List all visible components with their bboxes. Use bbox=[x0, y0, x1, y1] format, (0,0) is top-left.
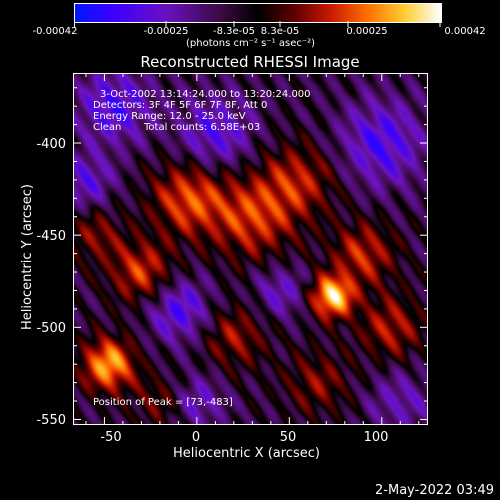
colorbar-label: -0.00042 bbox=[32, 26, 78, 37]
annotation-counts: Total counts: 6.58E+03 bbox=[144, 122, 261, 133]
colorbar-units: (photons cm⁻² s⁻¹ asec⁻²) bbox=[186, 38, 316, 49]
colorbar-label: -0.00025 bbox=[143, 26, 189, 37]
annotation-energy: Energy Range: 12.0 - 25.0 keV bbox=[93, 111, 246, 122]
plot-area: 3-Oct-2002 13:14:24.000 to 13:20:24.000 … bbox=[73, 73, 428, 425]
y-tick-label: -550 bbox=[36, 413, 66, 428]
heatmap-image bbox=[73, 73, 428, 425]
annotation-time: 3-Oct-2002 13:14:24.000 to 13:20:24.000 bbox=[100, 89, 311, 100]
annotation-peak: Position of Peak = [73,-483] bbox=[93, 397, 233, 408]
colorbar-label: 0.00025 bbox=[346, 26, 388, 37]
colorbar-label: -8.3e-05 bbox=[213, 26, 255, 37]
plot-border bbox=[73, 73, 428, 425]
x-tick-label: 50 bbox=[279, 430, 297, 445]
colorbar-label: 0.00042 bbox=[444, 26, 486, 37]
annotation-detectors: Detectors: 3F 4F 5F 6F 7F 8F, Att 0 bbox=[93, 100, 268, 111]
x-axis-label: Heliocentric X (arcsec) bbox=[173, 446, 320, 461]
plot-frame bbox=[73, 73, 428, 425]
timestamp: 2-May-2022 03:49 bbox=[375, 483, 494, 498]
colorbar-ticks bbox=[74, 21, 441, 27]
y-tick-label: -450 bbox=[36, 229, 66, 244]
x-tick-label: 0 bbox=[191, 430, 201, 445]
colorbar bbox=[74, 3, 442, 23]
colorbar-label: 8.3e-05 bbox=[260, 26, 300, 37]
x-tick-label: -50 bbox=[100, 430, 122, 445]
chart-title: Reconstructed RHESSI Image bbox=[140, 53, 360, 71]
y-axis-label: Heliocentric Y (arcsec) bbox=[20, 184, 35, 330]
annotation-method: Clean bbox=[93, 122, 122, 133]
y-tick-label: -500 bbox=[36, 321, 66, 336]
x-tick-label: 100 bbox=[363, 430, 389, 445]
y-tick-label: -400 bbox=[36, 137, 66, 152]
